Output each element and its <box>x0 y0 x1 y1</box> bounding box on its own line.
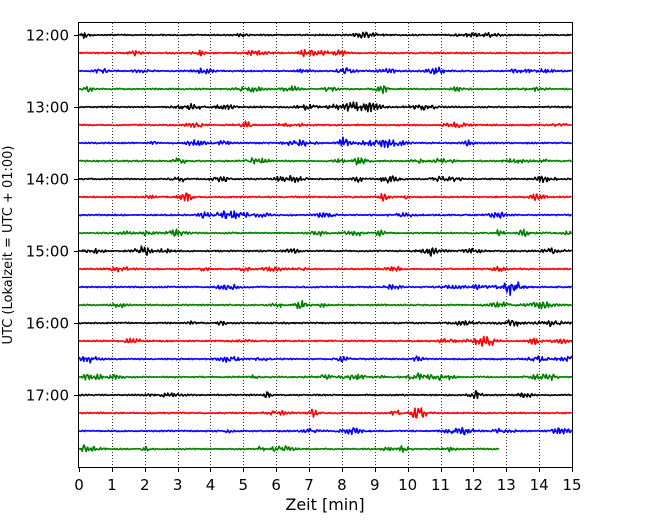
x-tick-label-6: 6 <box>271 476 281 494</box>
trace-line-1630 <box>78 355 573 364</box>
trace-line-1600 <box>78 319 573 328</box>
x-tick-label-9: 9 <box>370 476 380 494</box>
x-tick-label-8: 8 <box>337 476 347 494</box>
trace-line-1430 <box>78 210 572 220</box>
trace-line-1530 <box>78 281 573 297</box>
x-axis-ticks: 0 1 2 3 4 5 6 7 8 9 10 11 12 13 14 15 <box>74 467 582 494</box>
y-tick-label-1700: 17:00 <box>26 387 69 405</box>
trace-line-1615 <box>78 335 573 347</box>
y-axis-label: UTC (Lokalzeit = UTC + 01:00) <box>1 146 16 345</box>
trace-line-1715 <box>78 407 572 419</box>
trace-series-group <box>78 31 573 453</box>
trace-line-1315 <box>78 120 573 129</box>
trace-line-1330 <box>78 136 573 149</box>
trace-line-1645 <box>78 372 573 381</box>
trace-line-1515 <box>78 265 572 273</box>
y-tick-label-1400: 14:00 <box>26 171 69 189</box>
y-tick-label-1300: 13:00 <box>26 99 69 117</box>
trace-line-1230 <box>78 66 573 75</box>
trace-line-1445 <box>78 228 573 238</box>
trace-line-1745 <box>78 444 500 453</box>
x-tick-label-3: 3 <box>173 476 183 494</box>
x-tick-label-10: 10 <box>398 476 417 494</box>
x-tick-label-0: 0 <box>74 476 84 494</box>
y-tick-label-1200: 12:00 <box>26 27 69 45</box>
trace-line-1700 <box>78 389 573 400</box>
trace-line-1730 <box>78 426 573 436</box>
trace-line-1245 <box>78 85 573 95</box>
x-tick-label-13: 13 <box>497 476 516 494</box>
trace-line-1200 <box>78 31 573 39</box>
x-tick-label-11: 11 <box>431 476 450 494</box>
x-tick-label-15: 15 <box>562 476 581 494</box>
y-tick-label-1500: 15:00 <box>26 243 69 261</box>
x-tick-label-12: 12 <box>464 476 483 494</box>
x-tick-label-2: 2 <box>140 476 150 494</box>
x-axis-label: Zeit [min] <box>285 495 364 514</box>
y-axis-ticks: 12:00 13:00 14:00 15:00 16:00 17:00 <box>26 27 79 405</box>
x-tick-label-1: 1 <box>107 476 117 494</box>
trace-line-1545 <box>78 299 572 310</box>
x-tick-label-14: 14 <box>530 476 549 494</box>
trace-line-1215 <box>78 48 573 58</box>
x-tick-label-7: 7 <box>304 476 314 494</box>
plot-frame <box>78 22 573 468</box>
x-tick-label-4: 4 <box>206 476 216 494</box>
x-tick-label-5: 5 <box>239 476 249 494</box>
trace-line-1300 <box>78 101 572 113</box>
minute-grid <box>112 23 540 467</box>
trace-line-1415 <box>78 192 572 202</box>
trace-line-1500 <box>78 245 572 257</box>
y-tick-label-1600: 16:00 <box>26 315 69 333</box>
trace-line-1400 <box>78 174 572 184</box>
trace-line-1345 <box>78 157 573 166</box>
